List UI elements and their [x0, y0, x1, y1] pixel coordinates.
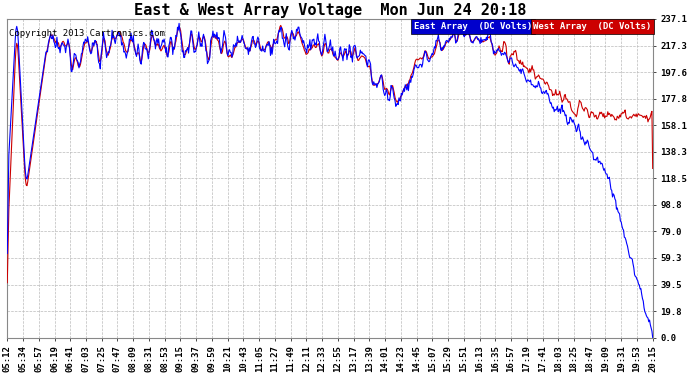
Text: East Array  (DC Volts): East Array (DC Volts)	[414, 22, 532, 31]
Title: East & West Array Voltage  Mon Jun 24 20:18: East & West Array Voltage Mon Jun 24 20:…	[134, 3, 526, 18]
Text: West Array  (DC Volts): West Array (DC Volts)	[533, 22, 651, 31]
Text: Copyright 2013 Cartronics.com: Copyright 2013 Cartronics.com	[8, 28, 164, 38]
